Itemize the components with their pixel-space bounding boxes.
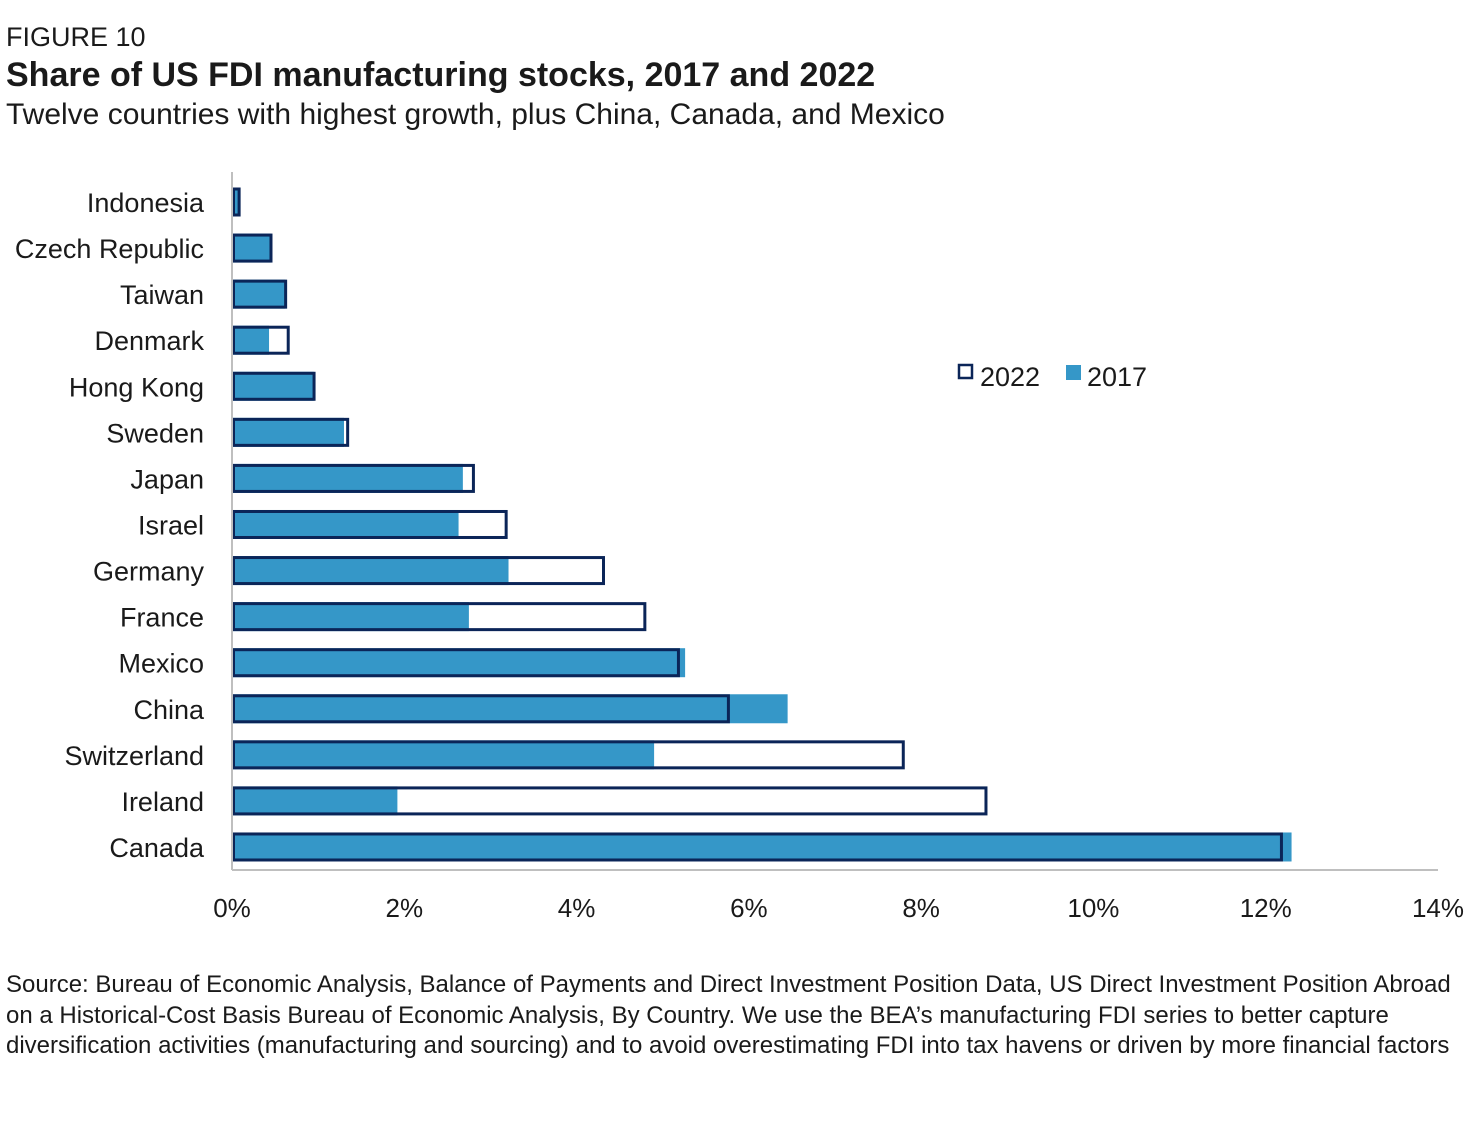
bar-2017 bbox=[232, 694, 788, 724]
bar-2022 bbox=[232, 371, 316, 401]
bar-2017 bbox=[232, 648, 686, 678]
x-tick-label: 6% bbox=[730, 893, 768, 923]
x-tick-label: 4% bbox=[558, 893, 596, 923]
y-tick-label: Mexico bbox=[118, 649, 204, 679]
bar-2017 bbox=[232, 463, 463, 493]
bar-2022 bbox=[232, 832, 1283, 862]
bar-2017 bbox=[232, 417, 344, 447]
bar-2017 bbox=[232, 187, 239, 217]
bar-2022 bbox=[232, 648, 680, 678]
y-tick-label: China bbox=[133, 695, 205, 725]
bar-2017 bbox=[232, 740, 655, 770]
x-tick-label: 0% bbox=[213, 893, 251, 923]
bar-2017 bbox=[232, 325, 270, 355]
chart-subtitle: Twelve countries with highest growth, pl… bbox=[6, 98, 945, 131]
y-tick-label: Switzerland bbox=[64, 741, 204, 771]
x-tick-label: 14% bbox=[1412, 893, 1464, 923]
y-tick-label: Israel bbox=[138, 510, 204, 540]
y-tick-label: Sweden bbox=[106, 418, 204, 448]
bar-2022 bbox=[232, 463, 475, 493]
bar-2022 bbox=[232, 187, 241, 217]
bar-2017 bbox=[232, 786, 398, 816]
bar-chart: Indonesia Czech Republic Taiwan Denmark Hong… bbox=[15, 172, 1464, 923]
legend-swatch-2022 bbox=[957, 363, 974, 380]
bar-2022 bbox=[232, 556, 605, 586]
bar-2017 bbox=[232, 556, 509, 586]
y-tick-label: Germany bbox=[93, 557, 205, 587]
y-tick-label: Ireland bbox=[121, 787, 204, 817]
bar-2022 bbox=[232, 694, 730, 724]
legend-label-2017: 2017 bbox=[1087, 362, 1147, 392]
bar-2017 bbox=[232, 832, 1292, 862]
y-tick-label: Denmark bbox=[94, 326, 204, 356]
legend-swatch-2017 bbox=[1066, 365, 1081, 380]
x-tick-label: 12% bbox=[1240, 893, 1292, 923]
bar-2017 bbox=[232, 279, 286, 309]
x-tick-label: 10% bbox=[1067, 893, 1119, 923]
y-tick-label: Taiwan bbox=[120, 280, 204, 310]
legend-label-2022: 2022 bbox=[980, 362, 1040, 392]
x-tick-label: 8% bbox=[902, 893, 940, 923]
bar-2022 bbox=[232, 602, 647, 632]
bar-2017 bbox=[232, 233, 271, 263]
bar-2022 bbox=[232, 233, 273, 263]
y-tick-label: Canada bbox=[109, 833, 205, 863]
bar-2022 bbox=[232, 325, 290, 355]
y-tick-label: Japan bbox=[130, 464, 204, 494]
bar-2022 bbox=[232, 279, 288, 309]
y-tick-label: Hong Kong bbox=[69, 372, 204, 402]
y-tick-label: Indonesia bbox=[87, 188, 205, 218]
bar-2022 bbox=[232, 740, 905, 770]
y-tick-label: France bbox=[120, 603, 204, 633]
bar-2017 bbox=[232, 602, 469, 632]
bar-2017 bbox=[232, 371, 314, 401]
y-tick-label: Czech Republic bbox=[15, 234, 204, 264]
x-tick-label: 2% bbox=[385, 893, 423, 923]
bar-2022 bbox=[232, 786, 988, 816]
source-note: Source: Bureau of Economic Analysis, Bal… bbox=[6, 971, 1451, 1059]
figure-label: FIGURE 10 bbox=[6, 22, 146, 52]
chart-title: Share of US FDI manufacturing stocks, 20… bbox=[6, 56, 876, 94]
bar-2022 bbox=[232, 417, 350, 447]
bar-2017 bbox=[232, 509, 459, 539]
bar-2022 bbox=[232, 509, 508, 539]
